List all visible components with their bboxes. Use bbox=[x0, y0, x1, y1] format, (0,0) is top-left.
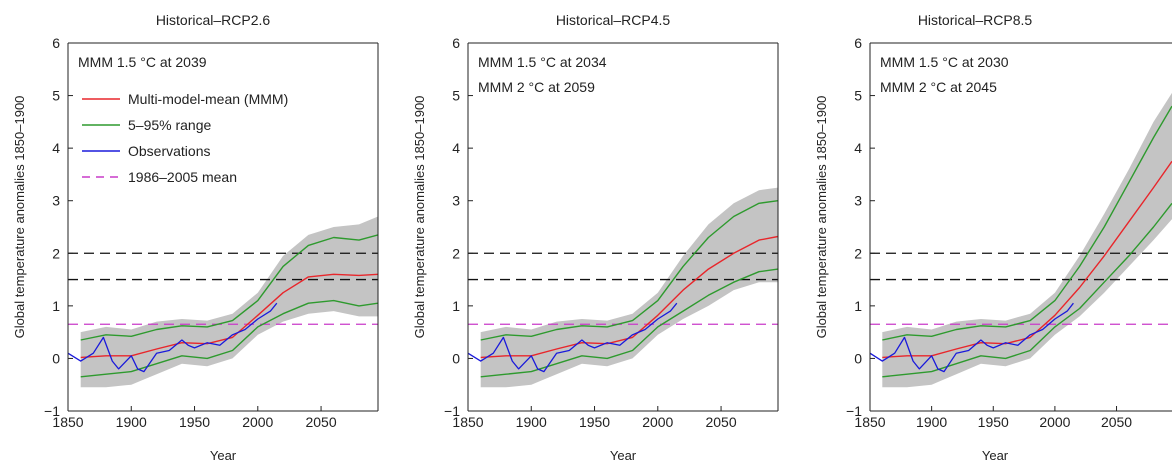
x-tick-label: 1900 bbox=[916, 414, 947, 430]
x-tick-label: 2050 bbox=[1101, 414, 1132, 430]
legend-label-mmm: Multi-model-mean (MMM) bbox=[128, 91, 288, 107]
y-tick-label: 6 bbox=[52, 35, 60, 51]
chart-title: Historical–RCP4.5 bbox=[556, 12, 671, 28]
range-upper-line bbox=[882, 105, 1172, 341]
chart-title: Historical–RCP8.5 bbox=[918, 12, 1033, 28]
legend-label-range: 5–95% range bbox=[128, 117, 212, 133]
legend-label-ref: 1986–2005 mean bbox=[128, 169, 237, 185]
observations-line bbox=[68, 302, 278, 373]
y-tick-label: 2 bbox=[854, 245, 862, 261]
y-tick-label: 1 bbox=[52, 298, 60, 314]
x-tick-label: 1950 bbox=[579, 414, 610, 430]
y-axis-label: Global temperature anomalies 1850–1900 bbox=[814, 96, 829, 339]
mmm-threshold-annotation: MMM 2 °C at 2059 bbox=[478, 79, 595, 95]
x-tick-label: 1900 bbox=[116, 414, 147, 430]
y-tick-label: 4 bbox=[854, 140, 862, 156]
plot-area bbox=[468, 187, 778, 388]
y-axis-label: Global temperature anomalies 1850–1900 bbox=[412, 96, 427, 339]
y-tick-label: 5 bbox=[52, 88, 60, 104]
y-tick-label: 6 bbox=[854, 35, 862, 51]
y-tick-label: 6 bbox=[452, 35, 460, 51]
observations-line bbox=[870, 302, 1074, 373]
chart-panel-1: Historical–RCP2.6 −1 0 1 2 3 4 5 6 1850 1900 1950 20… bbox=[12, 12, 379, 463]
chart-panel-2: Historical–RCP4.5 −1 0 1 2 3 4 5 6 1850 1900 1950 20… bbox=[412, 12, 779, 463]
chart-title: Historical–RCP2.6 bbox=[156, 12, 271, 28]
plot-area bbox=[68, 216, 378, 388]
y-tick-label: 0 bbox=[854, 350, 862, 366]
x-tick-label: 1850 bbox=[452, 414, 483, 430]
x-tick-label: 1900 bbox=[516, 414, 547, 430]
range-lower-line bbox=[882, 202, 1172, 378]
y-tick-label: 0 bbox=[52, 350, 60, 366]
y-tick-label: 3 bbox=[452, 193, 460, 209]
mmm-threshold-annotation: MMM 2 °C at 2045 bbox=[880, 79, 997, 95]
chart-panel-3: Historical–RCP8.5 −1 0 1 2 3 4 5 6 1850 1900 1950 20… bbox=[814, 12, 1172, 463]
y-tick-label: −1 bbox=[846, 403, 862, 419]
plot-area bbox=[870, 92, 1172, 388]
range-lower-line bbox=[80, 299, 378, 378]
mmm-threshold-annotation: MMM 1.5 °C at 2030 bbox=[880, 54, 1009, 70]
y-tick-label: −1 bbox=[44, 403, 60, 419]
x-tick-label: 2000 bbox=[642, 414, 673, 430]
legend-label-obs: Observations bbox=[128, 143, 210, 159]
y-tick-label: 2 bbox=[452, 245, 460, 261]
y-axis-label: Global temperature anomalies 1850–1900 bbox=[12, 96, 27, 339]
y-tick-label: 0 bbox=[452, 350, 460, 366]
x-axis-label: Year bbox=[210, 448, 237, 463]
y-tick-label: 3 bbox=[52, 193, 60, 209]
y-tick-label: −1 bbox=[444, 403, 460, 419]
y-tick-label: 4 bbox=[452, 140, 460, 156]
mmm-threshold-annotation: MMM 1.5 °C at 2039 bbox=[78, 54, 207, 70]
x-tick-label: 1950 bbox=[978, 414, 1009, 430]
legend: Multi-model-mean (MMM) 5–95% range Observa… bbox=[82, 91, 288, 185]
x-tick-label: 2050 bbox=[305, 414, 336, 430]
y-tick-label: 3 bbox=[854, 193, 862, 209]
range-upper-line bbox=[80, 234, 378, 341]
x-tick-label: 1850 bbox=[52, 414, 83, 430]
model-envelope bbox=[882, 92, 1172, 388]
y-tick-label: 5 bbox=[854, 88, 862, 104]
x-tick-label: 2050 bbox=[705, 414, 736, 430]
range-upper-line bbox=[480, 200, 778, 341]
range-lower-line bbox=[480, 268, 778, 378]
x-tick-label: 2000 bbox=[242, 414, 273, 430]
x-axis-label: Year bbox=[982, 448, 1009, 463]
model-envelope bbox=[480, 187, 778, 388]
mmm-threshold-annotation: MMM 1.5 °C at 2034 bbox=[478, 54, 607, 70]
y-tick-label: 5 bbox=[452, 88, 460, 104]
y-tick-label: 1 bbox=[452, 298, 460, 314]
y-tick-label: 2 bbox=[52, 245, 60, 261]
y-tick-label: 4 bbox=[52, 140, 60, 156]
x-tick-label: 1850 bbox=[854, 414, 885, 430]
y-tick-label: 1 bbox=[854, 298, 862, 314]
observations-line bbox=[468, 302, 678, 373]
x-axis-label: Year bbox=[610, 448, 637, 463]
x-tick-label: 2000 bbox=[1039, 414, 1070, 430]
x-tick-label: 1950 bbox=[179, 414, 210, 430]
model-envelope bbox=[80, 216, 378, 388]
